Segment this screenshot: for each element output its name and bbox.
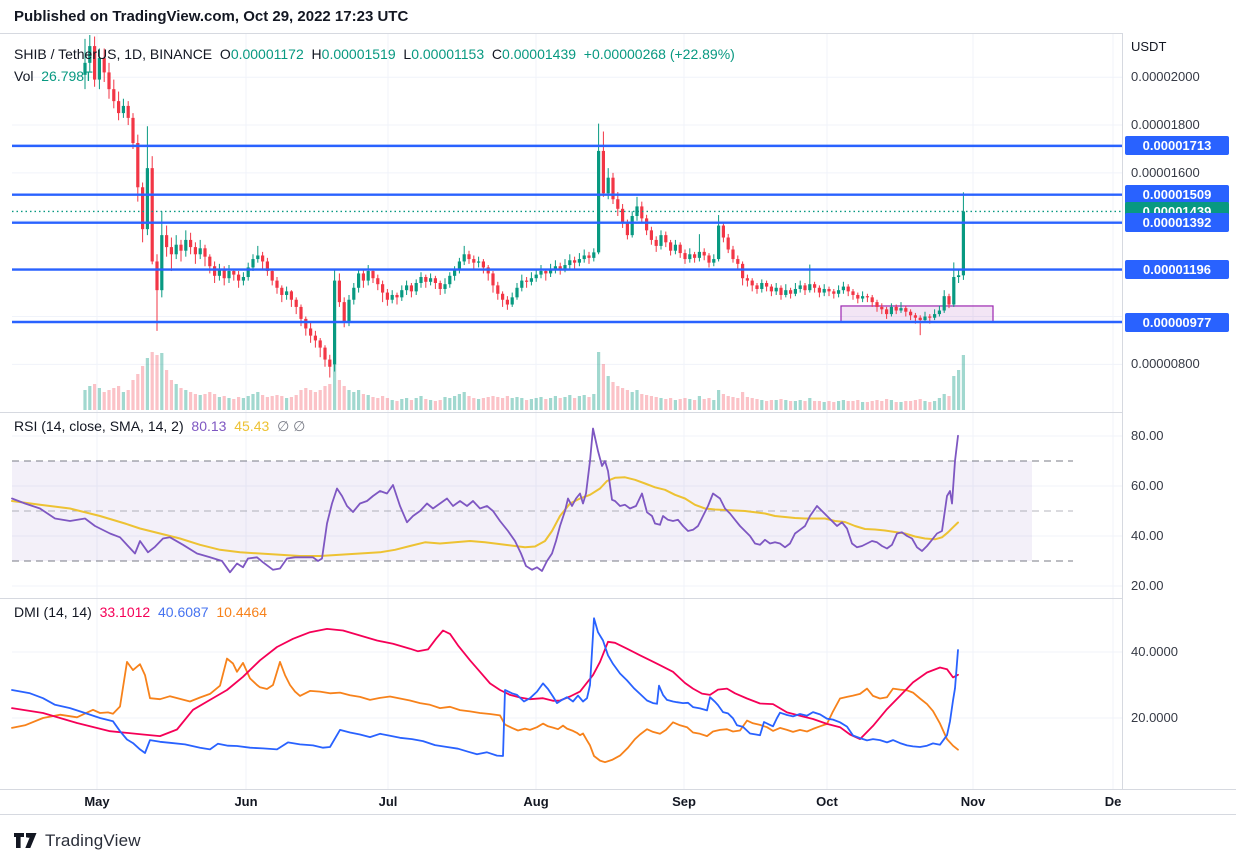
price-axis[interactable]: USDT 0.00002000 0.00001800 0.00001600 0.000… — [1122, 33, 1236, 789]
dmi-title[interactable]: DMI (14, 14) — [14, 604, 92, 620]
date-axis-label[interactable]: Jul — [378, 794, 398, 809]
high-value: 0.00001519 — [321, 46, 396, 62]
symbol-legend[interactable]: SHIB / TetherUS, 1D, BINANCE O0.00001172… — [14, 46, 735, 62]
date-axis-label[interactable]: Sep — [672, 794, 696, 809]
date-axis-label[interactable]: Jun — [234, 794, 258, 809]
low-value: 0.00001153 — [411, 46, 485, 62]
price-axis-label: 0.00000800 — [1131, 356, 1200, 372]
date-axis-label[interactable]: May — [84, 794, 110, 809]
date-axis-label[interactable]: Oct — [816, 794, 838, 809]
dmi-adx-line — [11, 628, 959, 740]
date-axis-label[interactable]: Aug — [523, 794, 549, 809]
symbol-title[interactable]: SHIB / TetherUS, 1D, BINANCE — [14, 46, 213, 62]
dmi-minus-di-line — [11, 657, 959, 764]
dmi-axis-label: 40.0000 — [1131, 644, 1178, 659]
price-axis-label: 0.00001800 — [1131, 117, 1200, 133]
date-axis-label[interactable]: De — [1104, 794, 1122, 809]
rsi-ma-line — [11, 476, 959, 557]
date-axis-label[interactable]: Nov — [960, 794, 986, 809]
close-value: 0.00001439 — [502, 46, 577, 62]
rsi-line — [11, 427, 959, 574]
price-axis-label: 0.00002000 — [1131, 69, 1200, 85]
volume-legend[interactable]: Vol 26.798T — [14, 68, 93, 84]
published-text: Published on TradingView.com, Oct 29, 20… — [14, 8, 409, 25]
change-value: +0.00000268 (+22.89%) — [583, 46, 735, 62]
rsi-null-values: ∅ ∅ — [277, 418, 306, 434]
published-bar: Published on TradingView.com, Oct 29, 20… — [0, 0, 1236, 33]
dmi-plus-di-value: 40.6087 — [157, 604, 209, 620]
vol-value: 26.798T — [41, 68, 93, 84]
open-value: 0.00001172 — [230, 46, 304, 62]
level-price-badge: 0.00001196 — [1125, 260, 1229, 280]
rsi-axis-label: 20.00 — [1131, 578, 1164, 593]
dmi-plus-di-line — [11, 617, 959, 757]
rsi-ma-value: 45.43 — [234, 418, 270, 434]
open-label: O — [219, 46, 231, 62]
candlesticks — [83, 35, 965, 378]
close-label: C — [491, 46, 503, 62]
rsi-axis-label: 80.00 — [1131, 428, 1164, 443]
rsi-axis-label: 60.00 — [1131, 478, 1164, 493]
date-axis[interactable]: May Jun Jul Aug Sep Oct Nov De — [0, 789, 1236, 815]
level-price-badge: 0.00000977 — [1125, 312, 1229, 332]
axis-currency: USDT — [1131, 39, 1167, 54]
dmi-axis-label: 20.0000 — [1131, 710, 1178, 725]
dmi-adx-value: 33.1012 — [99, 604, 151, 620]
volume-bars — [83, 352, 965, 410]
panel-separator-dmi[interactable] — [0, 598, 1236, 599]
tradingview-logo-icon — [14, 833, 37, 848]
low-label: L — [403, 46, 412, 62]
level-price-badge: 0.00001713 — [1125, 136, 1229, 156]
tradingview-logo-text: TradingView — [45, 831, 141, 850]
vol-label: Vol — [14, 68, 34, 84]
panel-separator-rsi[interactable] — [0, 412, 1236, 413]
rsi-legend[interactable]: RSI (14, close, SMA, 14, 2) 80.13 45.43 … — [14, 418, 305, 435]
dmi-legend[interactable]: DMI (14, 14) 33.1012 40.6087 10.4464 — [14, 604, 267, 620]
price-axis-label: 0.00001600 — [1131, 164, 1200, 180]
dmi-minus-di-value: 10.4464 — [216, 604, 267, 620]
rsi-title[interactable]: RSI (14, close, SMA, 14, 2) — [14, 418, 184, 434]
level-price-badge: 0.00001509 — [1125, 185, 1229, 205]
rsi-value: 80.13 — [191, 418, 227, 434]
top-separator — [0, 33, 1236, 34]
high-label: H — [311, 46, 322, 62]
rsi-axis-label: 40.00 — [1131, 528, 1164, 543]
level-price-badge: 0.00001392 — [1125, 213, 1229, 233]
consolidation-box[interactable] — [840, 305, 994, 323]
footer-brand[interactable]: TradingView — [14, 828, 141, 854]
